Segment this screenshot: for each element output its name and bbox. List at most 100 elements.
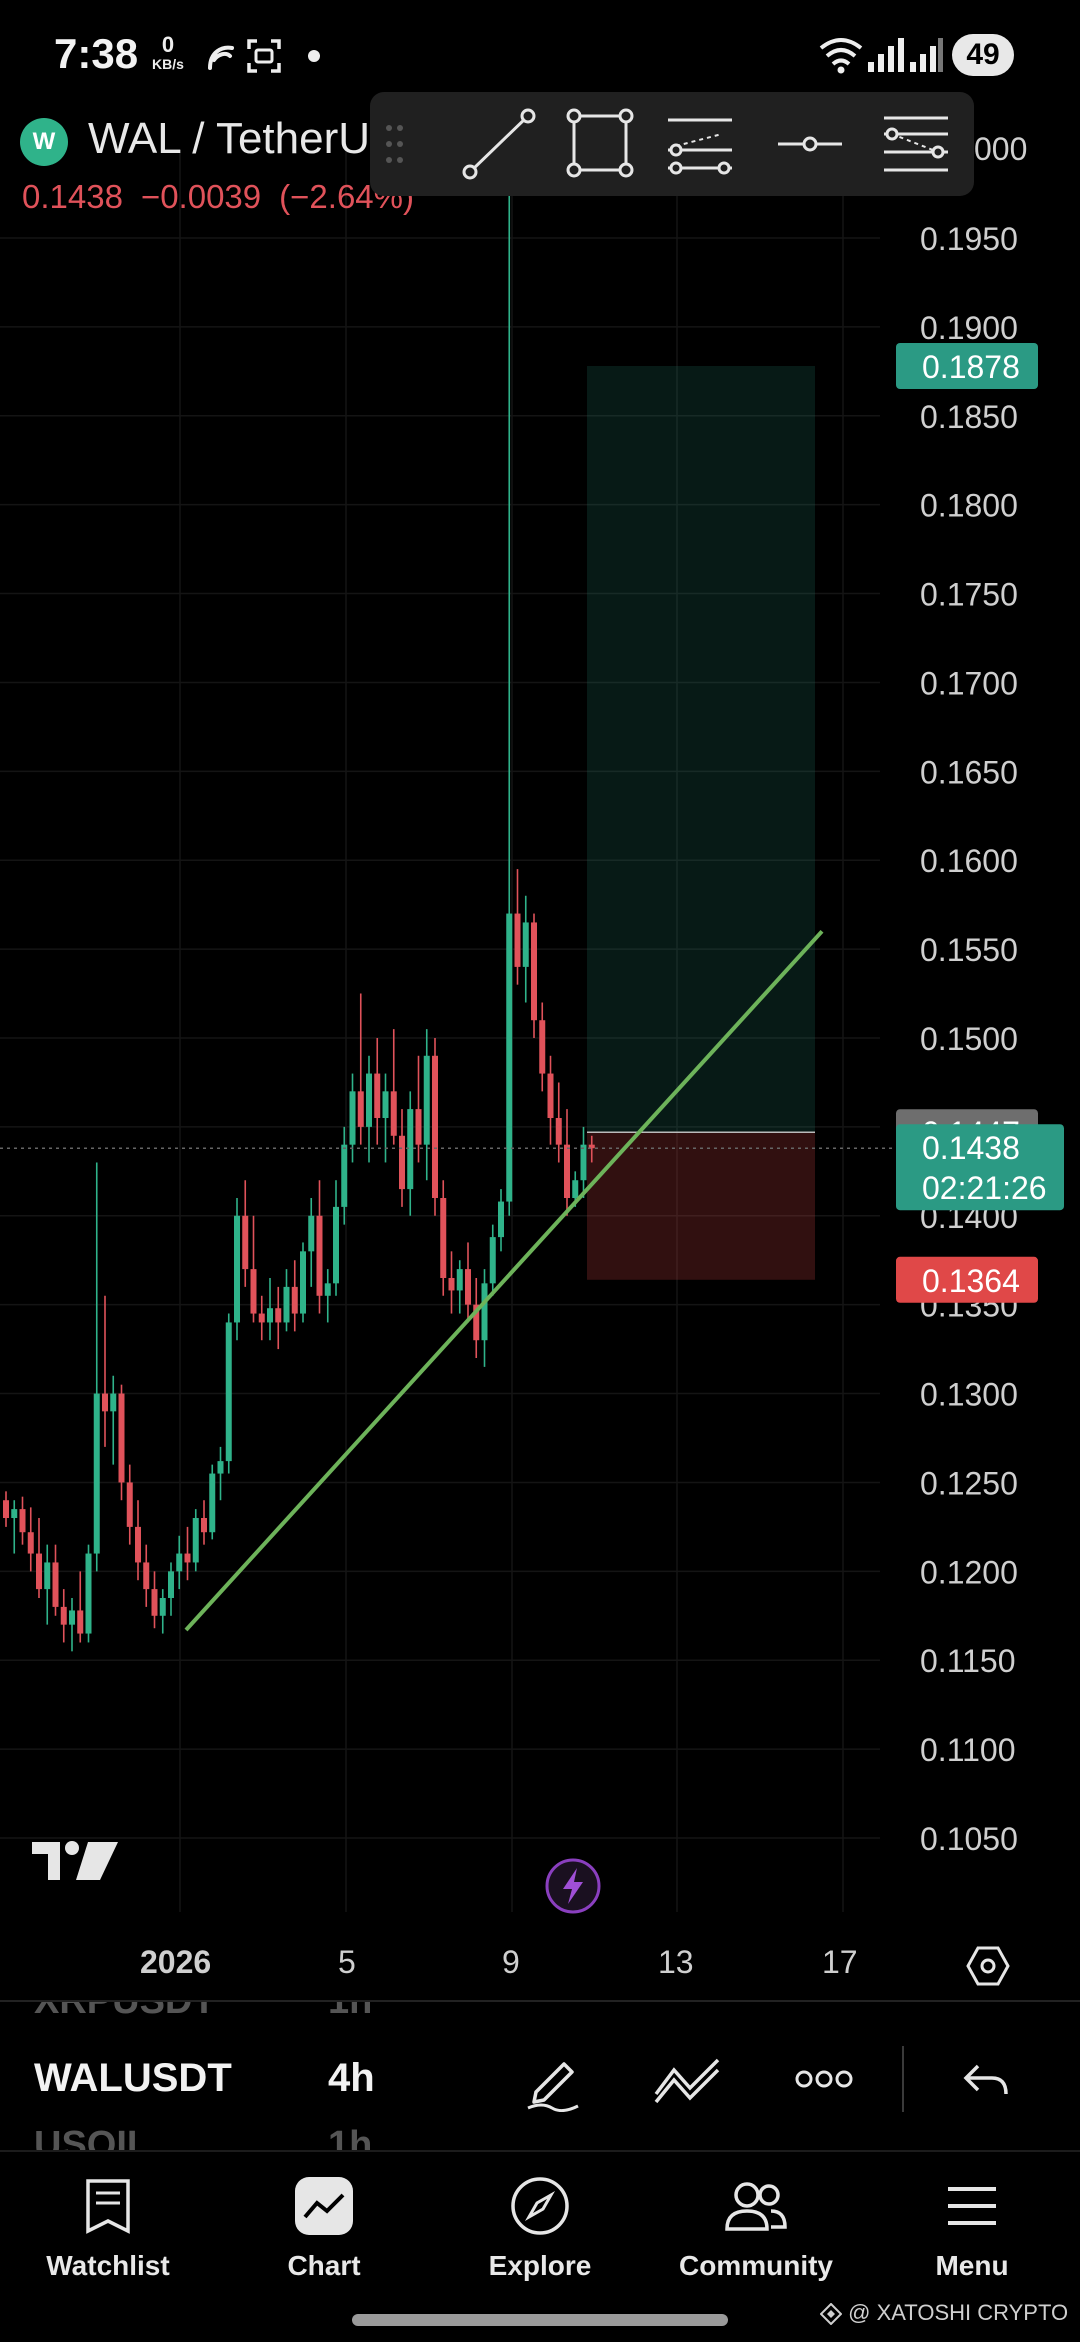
candle-body	[522, 922, 529, 967]
candle-body	[440, 1198, 447, 1278]
rectangle-tool-icon[interactable]	[562, 106, 638, 182]
indicators-icon[interactable]	[652, 2054, 724, 2108]
candle-body	[407, 1109, 414, 1190]
candle-body	[432, 1055, 438, 1198]
candle-body	[588, 1144, 595, 1149]
nav-explore[interactable]: Explore	[440, 2166, 640, 2282]
prev-interval[interactable]: 1h	[328, 2002, 372, 2023]
price-scale-label: 0.1600	[920, 843, 1018, 879]
nav-label: Community	[679, 2250, 833, 2281]
candle-body	[184, 1553, 191, 1563]
net-speed-value: 0	[161, 32, 175, 57]
date-label-year: 2026	[140, 1944, 212, 1980]
candle-body	[456, 1269, 463, 1291]
parallel-channel-tool-icon[interactable]	[662, 106, 738, 182]
target-price-badge: 0.1878	[922, 349, 1020, 385]
candle-body	[44, 1562, 51, 1590]
nav-watchlist[interactable]: Watchlist	[8, 2166, 208, 2282]
loss-zone	[587, 1132, 815, 1280]
symbol-logo: W	[20, 118, 68, 166]
candle-body	[481, 1283, 488, 1341]
candles	[3, 184, 595, 1652]
nav-menu[interactable]: Menu	[872, 2166, 1072, 2282]
price-scale-label: 0.1850	[920, 399, 1018, 435]
candle-body	[283, 1286, 290, 1323]
price-scale-label: 0.1950	[920, 221, 1018, 257]
nav-label: Explore	[488, 2250, 592, 2281]
menu-icon	[948, 2187, 996, 2225]
candle-body	[357, 1091, 364, 1127]
candle-body	[564, 1144, 570, 1198]
symbol-title[interactable]: WAL / TetherU	[88, 114, 371, 163]
status-time: 7:38	[54, 30, 139, 77]
chart-icon	[295, 2177, 353, 2235]
draw-pencil-icon[interactable]	[522, 2050, 584, 2112]
candle-body	[555, 1118, 562, 1145]
trend-line-tool-icon[interactable]	[462, 106, 538, 182]
net-speed-unit: KB/s	[152, 56, 184, 72]
current-interval[interactable]: 4h	[328, 2056, 375, 2100]
candle-body	[110, 1393, 117, 1412]
watermark: @ XATOSHI CRYPTO	[819, 2300, 1068, 2326]
candle-body	[192, 1518, 199, 1563]
drawing-toolbar	[370, 92, 974, 196]
candle-body	[234, 1215, 240, 1323]
candle-body	[209, 1473, 216, 1533]
candle-body	[498, 1201, 504, 1238]
candle-body	[60, 1606, 67, 1625]
date-label: 17	[822, 1944, 858, 1980]
nav-label: Chart	[287, 2250, 361, 2281]
trend-line	[184, 929, 824, 1632]
price-scale-label: 0.1300	[920, 1377, 1018, 1413]
price-summary: 0.1438 −0.0039 (−2.64%)	[22, 178, 432, 216]
divider	[0, 2000, 1080, 2002]
chart-settings-icon[interactable]	[966, 1944, 1010, 1988]
next-symbol[interactable]: USOIL	[34, 2124, 151, 2150]
link-icon	[208, 45, 234, 70]
tradingview-logo-icon[interactable]	[30, 1838, 122, 1884]
more-options-icon[interactable]	[794, 2064, 854, 2094]
candle-body	[19, 1509, 26, 1533]
drag-handle-icon[interactable]	[384, 122, 406, 166]
fib-retracement-tool-icon[interactable]	[878, 106, 954, 182]
candle-body	[580, 1144, 587, 1181]
profit-zone	[587, 366, 815, 1133]
candle-body	[11, 1509, 18, 1518]
candle-body	[250, 1269, 257, 1314]
undo-icon[interactable]	[962, 2060, 1010, 2100]
candle-body	[448, 1278, 455, 1291]
price-scale-label: 0.1550	[920, 932, 1018, 968]
candle-body	[126, 1482, 133, 1527]
price-scale-label: 0.1050	[920, 1821, 1018, 1857]
candle-body	[27, 1532, 34, 1554]
lightning-icon[interactable]	[543, 1856, 603, 1916]
net-speed-indicator: 0 KB/s	[152, 32, 184, 73]
nav-label: Menu	[935, 2250, 1009, 2281]
divider	[902, 2046, 904, 2112]
price-scale: 0.1950 0.1900 0.1850 0.1800 0.1750 0.1700 0.16…	[896, 131, 1064, 1857]
candle-body	[308, 1215, 315, 1252]
nav-chart[interactable]: Chart	[224, 2166, 424, 2282]
current-symbol[interactable]: WALUSDT	[34, 2056, 232, 2100]
prev-symbol[interactable]: XRPUSDT	[34, 2002, 216, 2023]
candle-body	[300, 1251, 306, 1314]
home-indicator[interactable]	[352, 2314, 728, 2326]
price-scale-label: 0.1100	[920, 1732, 1016, 1768]
signal-icon	[868, 38, 943, 72]
price-scale-label: 0.1500	[920, 1021, 1018, 1057]
candle-body	[572, 1180, 579, 1198]
notification-dot	[308, 50, 320, 62]
price-scale-label: 0.1650	[920, 754, 1018, 790]
nav-label: Watchlist	[46, 2250, 170, 2281]
price-chart[interactable]: 0.1950 0.1900 0.1850 0.1800 0.1750 0.1700 0.16…	[0, 0, 1080, 2000]
nav-community[interactable]: Community	[656, 2166, 856, 2282]
symbol-switcher[interactable]: XRPUSDT 1h USOIL 1h	[0, 2002, 1080, 2150]
price-scale-label: 0.1700	[920, 665, 1018, 701]
chart-grid	[0, 150, 880, 1912]
candle-body	[539, 1020, 546, 1074]
candle-body	[547, 1073, 554, 1118]
candle-body	[159, 1598, 166, 1616]
next-interval[interactable]: 1h	[328, 2124, 373, 2150]
candle-body	[151, 1589, 158, 1616]
horizontal-ray-tool-icon[interactable]	[772, 106, 848, 182]
